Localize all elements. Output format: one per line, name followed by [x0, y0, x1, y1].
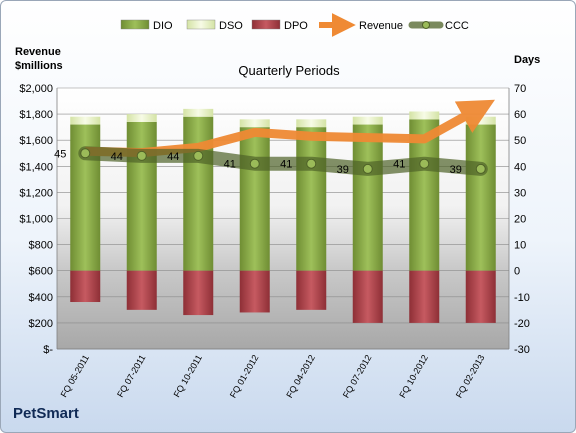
- ccc-point: [80, 148, 91, 159]
- ccc-point: [249, 158, 260, 169]
- dio-bar: [409, 119, 440, 271]
- dso-bar: [296, 119, 327, 128]
- category-label: FQ 04-2012: [284, 353, 317, 400]
- legend-swatch-dso: [186, 19, 216, 30]
- dio-bar: [296, 127, 327, 271]
- legend-swatch-dpo: [251, 19, 281, 30]
- left-axis-title-line1: Revenue: [15, 46, 61, 58]
- dpo-bar: [183, 270, 214, 316]
- ccc-point: [136, 150, 147, 161]
- category-label: FQ 10-2011: [172, 353, 204, 399]
- left-tick-label: $1,600: [19, 135, 53, 147]
- right-tick-label: -20: [514, 318, 530, 330]
- legend-ccc-marker: [422, 21, 430, 29]
- right-tick-label: 30: [514, 187, 526, 199]
- left-axis-title: Revenue $millions: [15, 45, 63, 73]
- left-tick-label: $400: [29, 292, 53, 304]
- dso-bar: [126, 114, 157, 122]
- category-label: FQ 02-2013: [454, 353, 487, 400]
- left-tick-label: $1,000: [19, 214, 53, 226]
- dpo-bar: [409, 270, 440, 323]
- dpo-bar: [239, 270, 270, 313]
- ccc-data-label: 41: [280, 159, 292, 171]
- left-tick-label: $800: [29, 240, 53, 252]
- left-tick-label: $2,000: [19, 83, 53, 95]
- dso-bar: [70, 116, 101, 125]
- right-tick-label: 10: [514, 240, 526, 252]
- right-tick-label: 70: [514, 83, 526, 95]
- company-name: PetSmart: [13, 405, 79, 422]
- dpo-bar: [352, 270, 383, 323]
- dpo-bar: [126, 270, 157, 310]
- ccc-point: [419, 158, 430, 169]
- legend-label-dso: DSO: [219, 20, 243, 32]
- ccc-data-label: 44: [167, 151, 179, 163]
- dio-bar: [465, 124, 496, 271]
- plot-area: $- $200 $400 $600 $800 $1,000 $1,200 $1,400 $1,6…: [19, 83, 530, 400]
- legend-label-dio: DIO: [153, 20, 173, 32]
- left-tick-label: $200: [29, 318, 53, 330]
- ccc-data-label: 45: [54, 148, 66, 160]
- legend-label-ccc: CCC: [445, 20, 469, 32]
- dso-bar: [183, 108, 214, 117]
- ccc-line: [78, 146, 488, 176]
- dio-bar: [126, 121, 157, 271]
- left-axis-title-line2: $millions: [15, 60, 63, 72]
- category-label: FQ 01-2012: [228, 353, 261, 400]
- dpo-bar: [70, 270, 101, 303]
- left-tick-label: $-: [43, 344, 53, 356]
- ccc-point: [475, 163, 486, 174]
- chart-subtitle: Quarterly Periods: [238, 63, 340, 78]
- right-tick-label: 60: [514, 109, 526, 121]
- dpo-bar: [296, 270, 327, 310]
- category-label: FQ 07-2012: [341, 353, 374, 400]
- right-tick-label: -30: [514, 344, 530, 356]
- legend: DIO DSO DPO Revenue CCC: [120, 13, 469, 37]
- dso-bar: [239, 119, 270, 128]
- dpo-bar: [465, 270, 496, 323]
- ccc-data-label: 39: [337, 164, 349, 176]
- right-tick-label: 40: [514, 161, 526, 173]
- ccc-point: [306, 158, 317, 169]
- dso-bar: [352, 116, 383, 125]
- right-tick-label: 20: [514, 214, 526, 226]
- left-tick-label: $1,400: [19, 161, 53, 173]
- dio-bar: [352, 124, 383, 271]
- ccc-point: [193, 150, 204, 161]
- left-tick-label: $600: [29, 266, 53, 278]
- ccc-data-label: 39: [450, 164, 462, 176]
- ccc-data-label: 41: [224, 159, 236, 171]
- left-tick-label: $1,800: [19, 109, 53, 121]
- right-tick-label: 50: [514, 135, 526, 147]
- legend-label-dpo: DPO: [284, 20, 308, 32]
- category-label: FQ 10-2012: [397, 353, 430, 400]
- left-tick-label: $1,200: [19, 187, 53, 199]
- dso-bar: [409, 111, 440, 120]
- category-label: FQ 05-2011: [59, 353, 91, 399]
- legend-label-revenue: Revenue: [359, 20, 403, 32]
- category-label: FQ 07-2011: [115, 353, 147, 399]
- right-axis-title: Days: [514, 54, 541, 66]
- ccc-point: [362, 163, 373, 174]
- ccc-data-label: 41: [393, 159, 405, 171]
- legend-swatch-dio: [120, 19, 150, 30]
- dio-bar: [239, 127, 270, 271]
- right-tick-label: -10: [514, 292, 530, 304]
- ccc-data-label: 44: [111, 151, 123, 163]
- right-tick-label: 0: [514, 266, 520, 278]
- dio-bar: [183, 116, 214, 271]
